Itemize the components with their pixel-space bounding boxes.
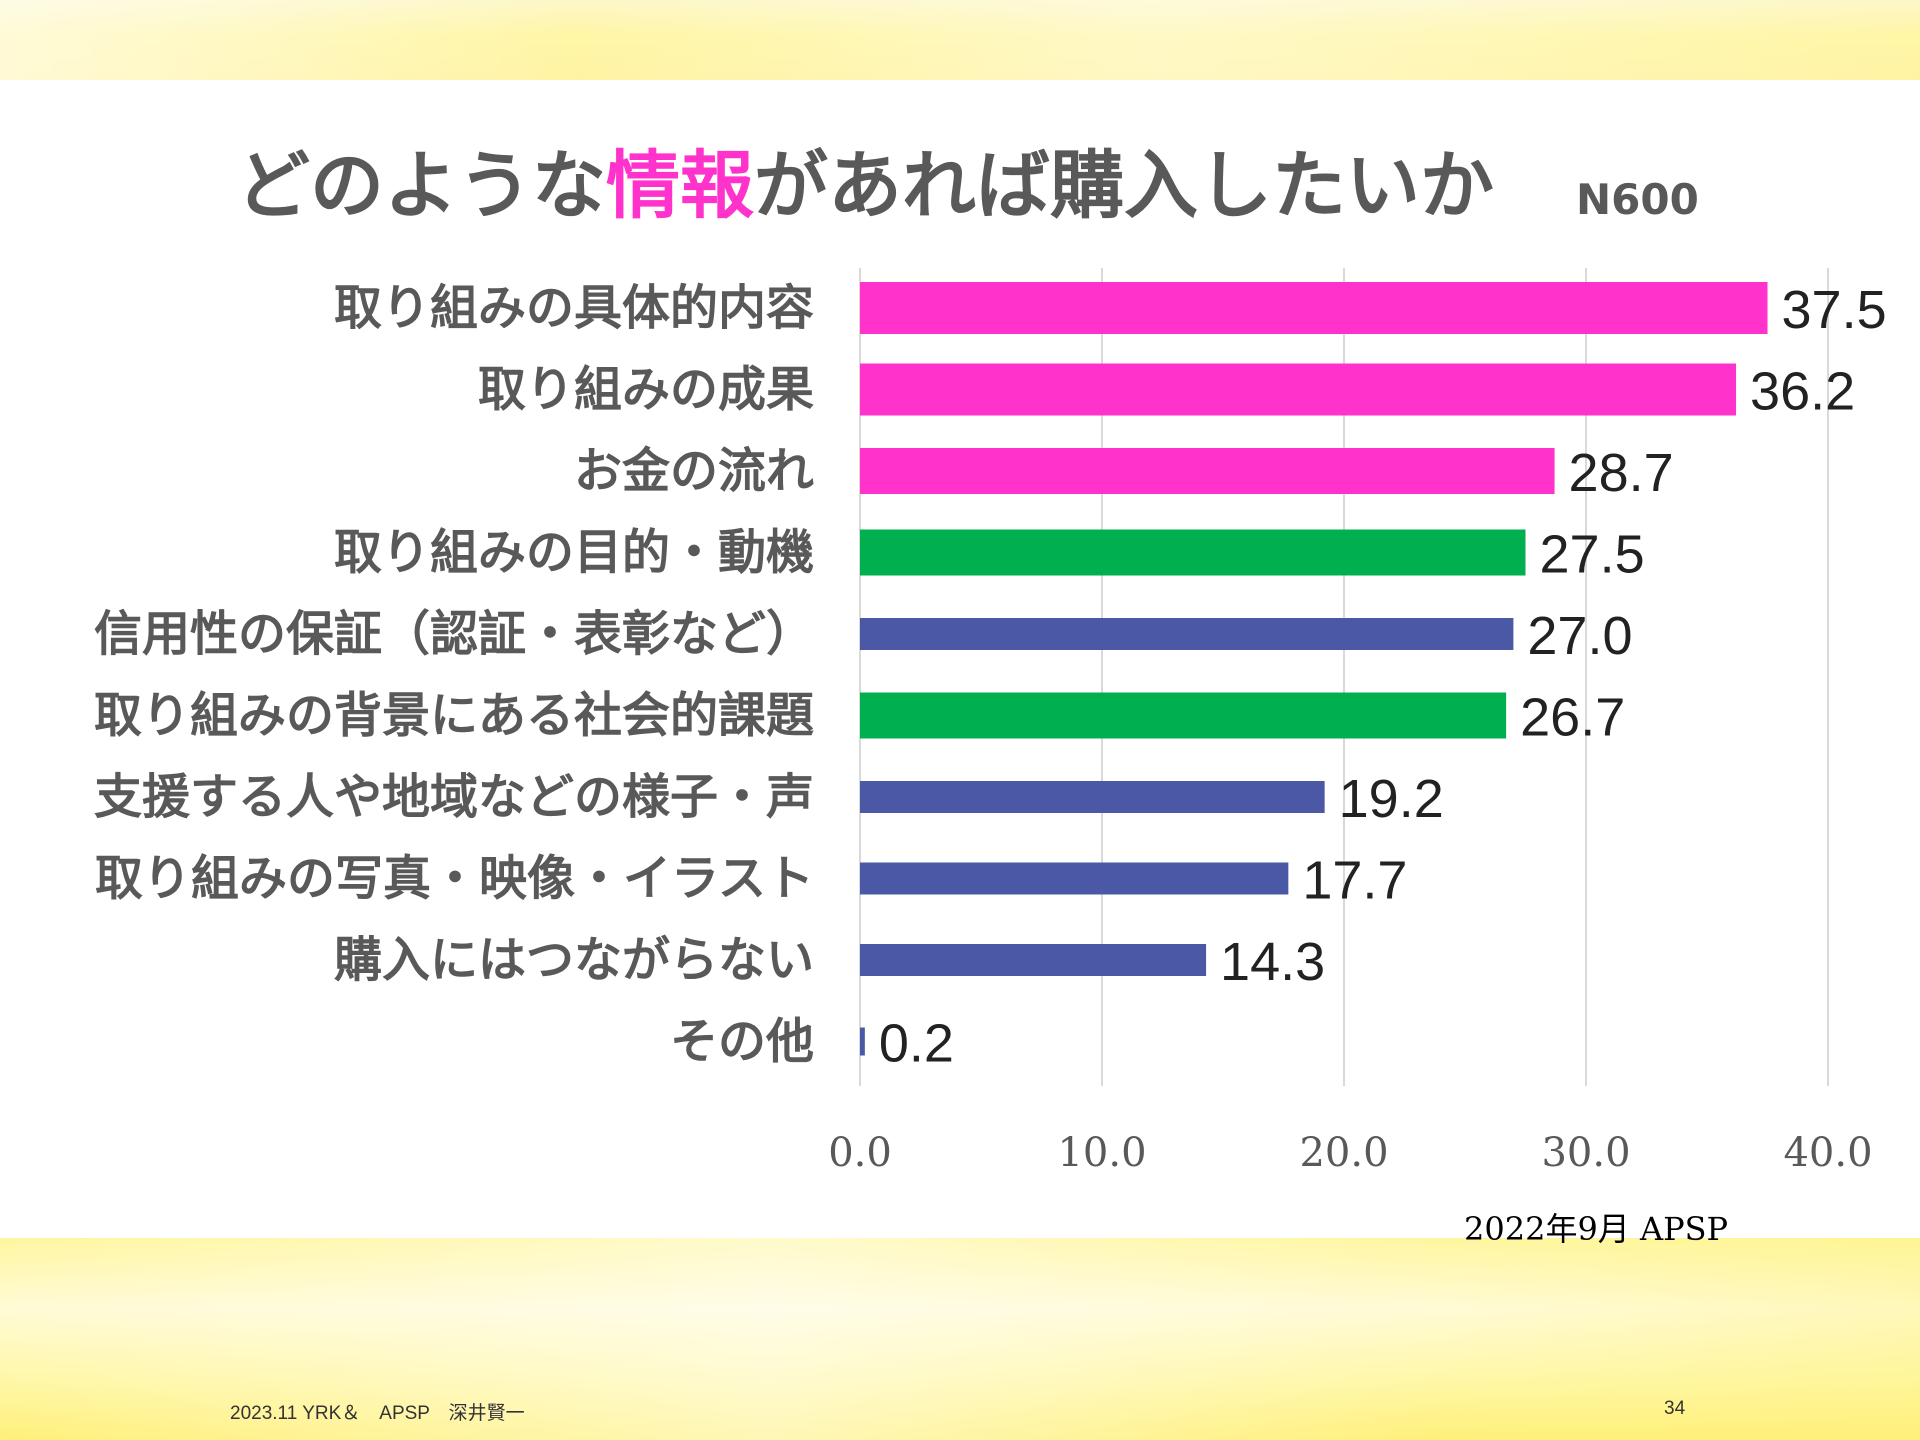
footer-credit: 2023.11 YRK＆ APSP 深井賢一 [230,1403,525,1424]
category-label: 取り組みの目的・動機 [334,525,814,581]
bar [860,781,1325,813]
bar [860,529,1526,576]
chart-title: どのような情報があれば購入したいか [236,136,1494,236]
bar [860,692,1507,739]
bar [860,363,1737,416]
value-label: 28.7 [1569,443,1674,503]
category-label: その他 [670,1014,814,1070]
bar [860,618,1514,650]
category-label: 信用性の保証（認証・表彰など） [94,606,814,662]
value-label: 26.7 [1520,688,1625,748]
bar-chart: 0.0 10.0 20.0 30.0 40.0 取り組みの具体的内容 37.5 取り組みの成果… [94,268,1887,1176]
title-part-2: があれば購入したいか [754,143,1494,229]
category-label: 購入にはつながらない [334,932,814,988]
title-part-1: どのような [236,143,606,229]
value-label: 27.5 [1540,525,1645,585]
value-label: 36.2 [1750,362,1855,422]
value-label: 14.3 [1220,932,1325,992]
category-label: 取り組みの成果 [478,362,814,418]
title-highlight: 情報 [606,143,754,229]
category-label: 取り組みの写真・映像・イラスト [95,851,814,907]
value-label: 19.2 [1339,769,1444,829]
bar [860,944,1207,976]
bar [860,1027,865,1056]
value-label: 27.0 [1527,606,1632,666]
value-label: 17.7 [1302,851,1407,911]
x-tick-label: 10.0 [1057,1130,1146,1176]
x-tick-label: 0.0 [828,1130,892,1176]
top-decor-band [0,0,1920,80]
sample-size-label: N600 [1576,175,1699,224]
category-label: 支援する人や地域などの様子・声 [94,769,814,825]
category-label: 取り組みの具体的内容 [334,280,814,336]
category-label: 取り組みの背景にある社会的課題 [94,688,814,744]
page-number: 34 [1664,1398,1686,1419]
value-label: 0.2 [879,1014,954,1074]
category-label: お金の流れ [574,443,814,499]
bar [860,862,1289,895]
bottom-decor-band [0,1238,1920,1440]
bar [860,448,1555,494]
x-tick-label: 30.0 [1541,1130,1630,1176]
x-tick-label: 20.0 [1299,1130,1388,1176]
value-label: 37.5 [1782,280,1887,340]
bar [860,282,1768,334]
x-tick-label: 40.0 [1783,1130,1872,1176]
source-note: 2022年9月 APSP [1464,1210,1729,1248]
